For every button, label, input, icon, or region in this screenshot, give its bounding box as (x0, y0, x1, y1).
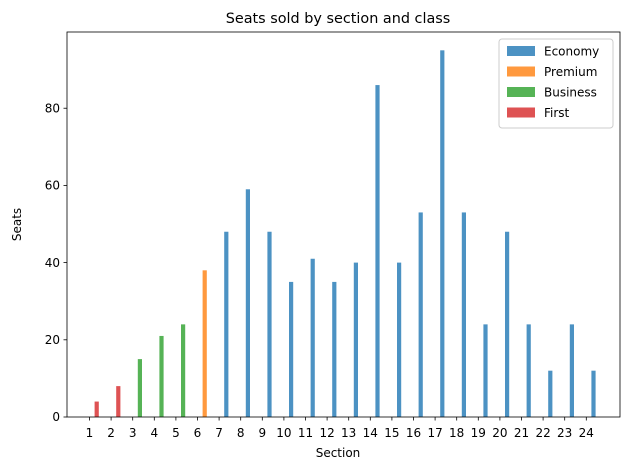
y-tick-label: 60 (45, 179, 60, 193)
bar-economy-section-21 (526, 324, 531, 417)
x-tick-label: 8 (237, 426, 245, 440)
legend-swatch-business (507, 87, 535, 97)
x-tick-label: 17 (427, 426, 442, 440)
y-tick-label: 80 (45, 101, 60, 115)
y-axis-label: Seats (10, 208, 24, 241)
x-tick-label: 9 (258, 426, 266, 440)
bar-economy-section-15 (397, 262, 402, 417)
chart-title: Seats sold by section and class (226, 11, 451, 27)
x-axis: 1 2 3 4 5 6 7 8 9 10 11 12 13 14 15 16 17 18 19 20 21 22 23 24 (86, 417, 594, 440)
bar-economy-section-16 (418, 212, 423, 417)
x-tick-label: 11 (298, 426, 313, 440)
x-tick-label: 12 (319, 426, 334, 440)
legend-label-business: Business (544, 86, 597, 100)
x-tick-label: 10 (276, 426, 291, 440)
bar-economy-section-7 (224, 231, 229, 417)
bar-business-section-3 (137, 359, 142, 417)
bar-economy-section-10 (289, 281, 294, 417)
plot-frame (66, 31, 621, 418)
legend-label-premium: Premium (544, 65, 597, 79)
bar-business-section-5 (181, 324, 186, 417)
x-axis-label: Section (316, 446, 361, 460)
x-tick-label: 21 (514, 426, 529, 440)
bar-premium-section-6 (202, 270, 207, 417)
x-tick-label: 16 (406, 426, 421, 440)
y-tick-label: 0 (52, 410, 60, 424)
legend-swatch-first (507, 107, 535, 118)
legend-swatch-economy (507, 46, 535, 56)
x-tick-label: 1 (86, 426, 94, 440)
x-tick-label: 19 (471, 426, 486, 440)
bar-first-section-2 (116, 386, 121, 417)
x-tick-label: 23 (557, 426, 572, 440)
bar-economy-section-13 (353, 262, 358, 417)
legend: Economy Premium Business First (498, 38, 614, 129)
x-tick-label: 22 (535, 426, 550, 440)
x-tick-label: 3 (129, 426, 137, 440)
x-tick-label: 7 (215, 426, 223, 440)
x-tick-label: 5 (172, 426, 180, 440)
bar-business-section-4 (159, 335, 164, 417)
x-tick-label: 20 (492, 426, 507, 440)
bar-economy-section-9 (267, 231, 272, 417)
bar-economy-section-20 (505, 231, 510, 417)
bar-economy-section-22 (548, 370, 553, 417)
x-tick-label: 4 (150, 426, 158, 440)
bar-economy-section-11 (310, 258, 315, 417)
legend-label-economy: Economy (544, 45, 599, 59)
x-tick-label: 24 (579, 426, 594, 440)
y-axis: 0 20 40 60 80 (45, 101, 67, 424)
bar-economy-section-18 (461, 212, 466, 417)
legend-box (498, 38, 614, 129)
bar-economy-section-8 (245, 189, 250, 417)
legend-swatch-premium (507, 66, 535, 77)
x-tick-label: 6 (194, 426, 202, 440)
y-tick-label: 40 (45, 256, 60, 270)
x-tick-label: 13 (341, 426, 356, 440)
bar-economy-section-12 (332, 281, 337, 417)
bar-economy-section-17 (440, 50, 445, 417)
bar-economy-section-14 (375, 85, 380, 417)
legend-label-first: First (544, 106, 570, 120)
y-tick-label: 20 (45, 333, 60, 347)
x-tick-label: 18 (449, 426, 464, 440)
bars-group (94, 50, 596, 417)
bar-economy-section-24 (591, 370, 596, 417)
bar-first-section-1 (94, 401, 99, 417)
x-tick-label: 2 (107, 426, 115, 440)
x-tick-label: 14 (363, 426, 378, 440)
bar-economy-section-23 (569, 324, 574, 417)
x-tick-label: 15 (384, 426, 399, 440)
bar-economy-section-19 (483, 324, 488, 417)
